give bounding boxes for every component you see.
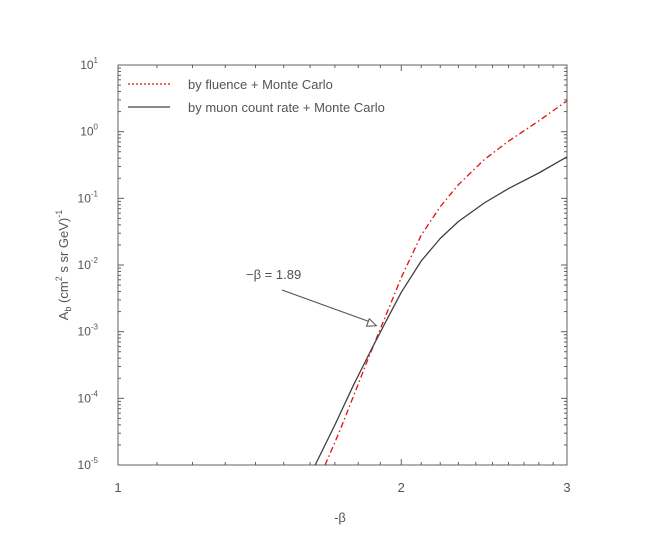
annotation-label: −β = 1.89 (246, 267, 301, 282)
x-tick-label: 1 (114, 480, 121, 495)
annotation: −β = 1.89 (246, 267, 378, 327)
annotation-arrowhead (365, 317, 378, 327)
y-tick-label: 100 (80, 123, 98, 139)
plot-frame (117, 64, 568, 466)
y-tick-label: 10-3 (78, 323, 99, 339)
y-tick-label: 10-1 (78, 189, 99, 205)
annotation-arrow (281, 289, 375, 324)
y-tick-labels: 10-5 10-4 10-3 10-2 10-1 100 101 (78, 56, 99, 472)
legend: by fluence + Monte Carlo by muon count r… (128, 77, 385, 115)
legend-label-muon: by muon count rate + Monte Carlo (188, 100, 385, 115)
series-lines (314, 100, 568, 466)
x-tick-label: 3 (563, 480, 570, 495)
y-tick-label: 10-5 (78, 456, 99, 472)
y-tick-label: 10-2 (78, 256, 99, 272)
legend-label-fluence: by fluence + Monte Carlo (188, 77, 333, 92)
y-tick-label: 101 (80, 56, 98, 72)
series-line-0 (324, 100, 568, 466)
x-tick-labels: 1 2 3 (114, 480, 570, 495)
x-tick-label: 2 (398, 480, 405, 495)
y-tick-label: 10-4 (78, 389, 99, 405)
minor-ticks (118, 65, 567, 465)
series-line-1 (314, 156, 568, 466)
x-axis-label: -β (334, 510, 346, 525)
major-ticks (117, 64, 568, 466)
plot-border (117, 64, 568, 466)
y-axis-label: Ab (cm2 s sr GeV)-1 (54, 210, 73, 321)
